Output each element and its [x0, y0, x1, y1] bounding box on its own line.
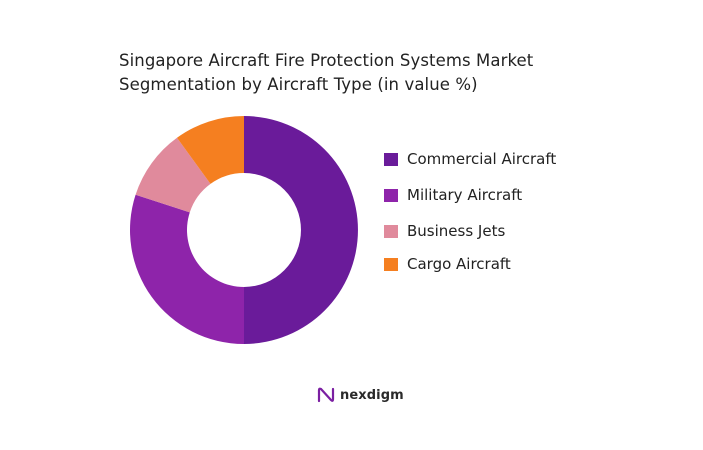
- legend-item-military-aircraft: Military Aircraft: [384, 186, 522, 204]
- legend-swatch: [384, 224, 398, 238]
- legend-label: Cargo Aircraft: [407, 255, 511, 273]
- legend-label: Commercial Aircraft: [407, 150, 557, 168]
- legend-label: Military Aircraft: [407, 186, 523, 204]
- legend-swatch: [384, 188, 398, 202]
- legend-item-commercial-aircraft: Commercial Aircraft: [384, 150, 556, 168]
- donut-slice-business-jets: [135, 137, 211, 213]
- brand-name: nexdigm: [340, 387, 404, 403]
- legend-swatch: [384, 257, 398, 271]
- legend-label: Business Jets: [407, 222, 506, 240]
- legend-swatch: [384, 152, 398, 166]
- donut-slice-cargo-aircraft: [176, 116, 244, 184]
- donut-slice-military-aircraft: [130, 194, 244, 344]
- chart-title-line-2: Segmentation by Aircraft Type (in value …: [119, 75, 478, 94]
- legend-item-business-jets: Business Jets: [384, 222, 505, 240]
- brand-logo: nexdigm: [316, 385, 404, 405]
- nexdigm-logo-icon: [317, 387, 335, 403]
- donut-slice-commercial-aircraft: [244, 116, 358, 344]
- chart-title: Singapore Aircraft Fire Protection Syste…: [119, 49, 639, 97]
- legend-item-cargo-aircraft: Cargo Aircraft: [384, 255, 511, 273]
- chart-title-line-1: Singapore Aircraft Fire Protection Syste…: [119, 51, 534, 70]
